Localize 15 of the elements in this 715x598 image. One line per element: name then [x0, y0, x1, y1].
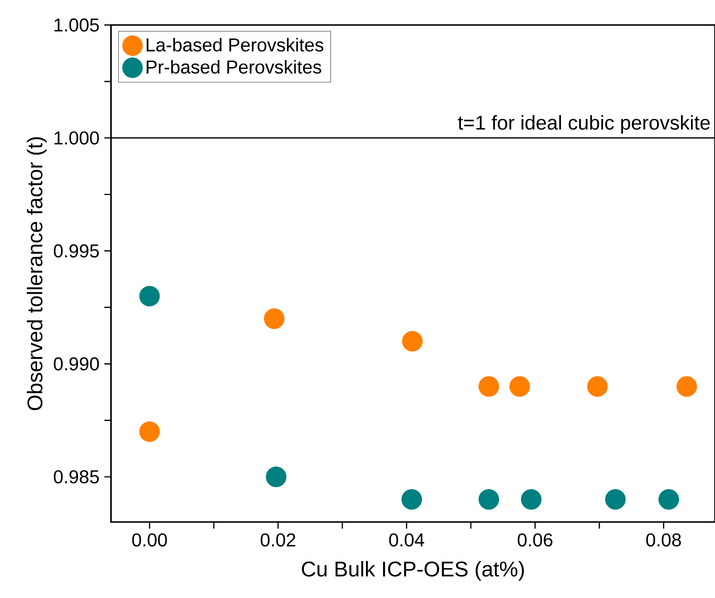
x-tick-label: 0.08	[646, 533, 681, 547]
legend-label: Pr-based Perovskites	[146, 60, 322, 74]
y-tick-label: 0.985	[54, 470, 99, 484]
y-axis-title: Observed tollerance factor (t)	[26, 137, 47, 410]
legend-label: La-based Perovskites	[146, 38, 324, 52]
x-axis-title: Cu Bulk ICP-OES (at%)	[302, 560, 524, 581]
ref-line-label: t=1 for ideal cubic perovskite	[458, 115, 710, 134]
y-tick-label: 0.995	[54, 244, 99, 258]
x-tick-label: 0.04	[389, 533, 424, 547]
y-tick-label: 1.005	[54, 18, 99, 32]
x-tick-label: 0.02	[260, 533, 296, 547]
y-tick-label: 0.990	[54, 357, 99, 370]
x-tick-label: 0.00	[132, 533, 167, 547]
x-tick-label: 0.06	[518, 533, 552, 547]
y-tick-label: 1.000	[54, 131, 99, 145]
